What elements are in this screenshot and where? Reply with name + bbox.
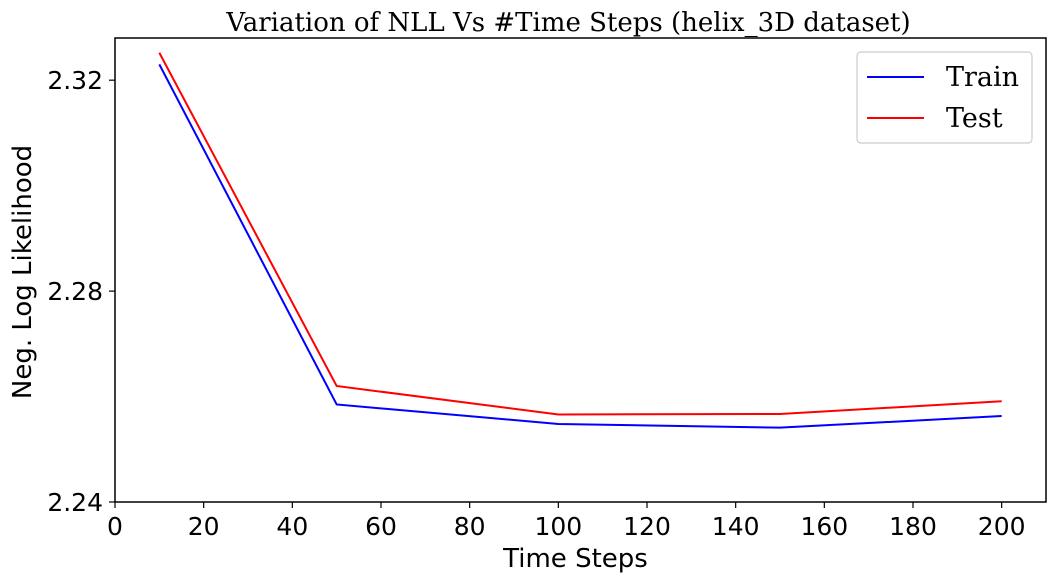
x-axis-ticks: 0 20 40 60 80 100 120 140 160 180 200 bbox=[107, 502, 1026, 541]
x-tick-label: 160 bbox=[800, 512, 848, 541]
x-tick-label: 180 bbox=[889, 512, 937, 541]
y-tick-label: 2.24 bbox=[47, 488, 103, 517]
legend-box bbox=[856, 51, 1033, 144]
x-tick-label: 20 bbox=[188, 512, 220, 541]
legend: Train Test bbox=[856, 51, 1033, 144]
x-tick-label: 0 bbox=[107, 512, 123, 541]
x-tick-label: 140 bbox=[712, 512, 760, 541]
y-tick-label: 2.28 bbox=[47, 277, 103, 306]
chart-title: Variation of NLL Vs #Time Steps (helix_3… bbox=[225, 8, 910, 38]
x-tick-label: 120 bbox=[623, 512, 671, 541]
y-axis-label: Neg. Log Likelihood bbox=[8, 145, 38, 399]
series-line-test bbox=[158, 52, 1002, 416]
series-lines bbox=[158, 52, 1002, 429]
x-tick-label: 100 bbox=[534, 512, 582, 541]
legend-label-train: Train bbox=[946, 62, 1019, 93]
x-axis-label: Time Steps bbox=[502, 544, 648, 574]
x-tick-label: 200 bbox=[978, 512, 1026, 541]
x-tick-label: 80 bbox=[454, 512, 486, 541]
legend-label-test: Test bbox=[946, 103, 1003, 134]
x-tick-label: 40 bbox=[276, 512, 308, 541]
x-tick-label: 60 bbox=[365, 512, 397, 541]
y-axis-ticks: 2.24 2.28 2.32 bbox=[47, 66, 115, 517]
series-line-train bbox=[158, 63, 1002, 429]
y-tick-label: 2.32 bbox=[47, 66, 103, 95]
plot-frame bbox=[114, 37, 1047, 503]
